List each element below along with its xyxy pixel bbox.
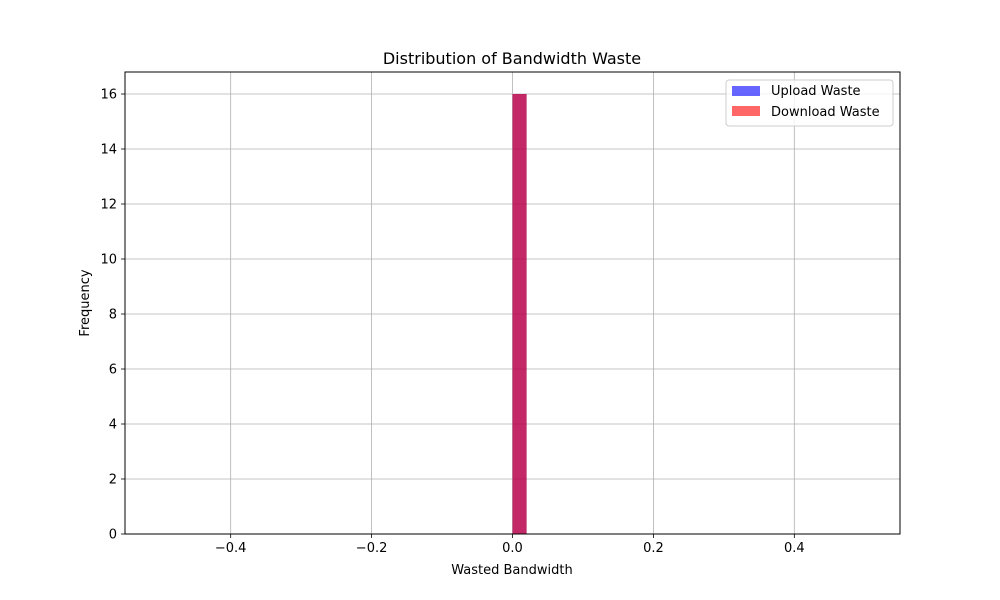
x-tick-label: −0.2 — [356, 541, 388, 556]
x-tick-label: 0.4 — [784, 541, 805, 556]
x-tick-label: 0.2 — [643, 541, 664, 556]
y-tick-label: 4 — [109, 418, 117, 433]
y-tick-label: 2 — [109, 473, 117, 488]
x-axis-ticks: −0.4 −0.2 0.0 0.2 0.4 — [215, 534, 805, 556]
x-tick-label: 0.0 — [502, 541, 523, 556]
y-tick-label: 0 — [109, 528, 117, 543]
y-tick-label: 8 — [109, 308, 117, 323]
y-tick-label: 16 — [100, 88, 117, 103]
y-axis-label: Frequency — [78, 269, 93, 336]
legend-label-download: Download Waste — [771, 105, 880, 120]
legend-box — [725, 79, 894, 127]
x-tick-label: −0.4 — [215, 541, 247, 556]
histogram-bar-download — [512, 94, 527, 534]
y-tick-label: 12 — [100, 198, 117, 213]
y-axis-ticks: 0 2 4 6 8 10 12 14 16 — [100, 88, 125, 543]
y-tick-label: 14 — [100, 143, 117, 158]
x-axis-label: Wasted Bandwidth — [451, 563, 572, 578]
legend: Upload Waste Download Waste — [725, 79, 894, 127]
y-tick-label: 6 — [109, 363, 117, 378]
chart-title: Distribution of Bandwidth Waste — [383, 49, 641, 68]
legend-label-upload: Upload Waste — [771, 84, 861, 99]
y-tick-label: 10 — [100, 253, 117, 268]
legend-swatch-download — [732, 106, 760, 116]
legend-swatch-upload — [732, 86, 760, 96]
histogram-bars — [512, 94, 527, 534]
